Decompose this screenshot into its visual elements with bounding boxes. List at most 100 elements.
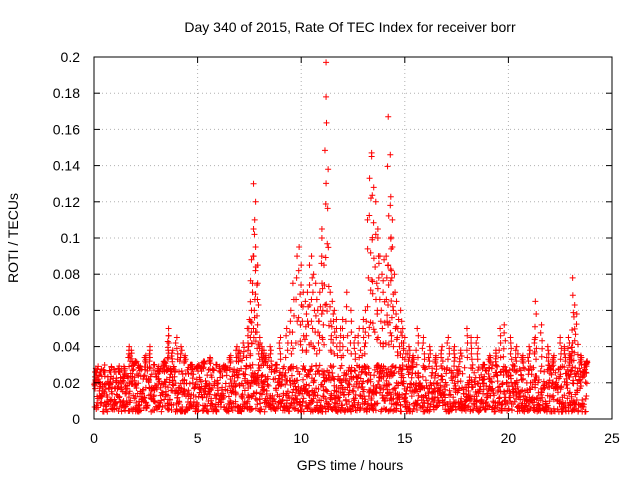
baseline-point [161,396,168,403]
roti-trail-point [289,329,296,336]
roti-trail-point [388,297,395,304]
baseline-point [337,365,344,372]
y-tick-label: 0.02 [53,375,80,391]
baseline-point [222,380,229,387]
roti-point [277,334,284,341]
roti-trail-point [564,345,571,352]
roti-trail-point [178,347,185,354]
roti-point [298,262,305,269]
baseline-point [437,384,444,391]
baseline-point [547,366,554,373]
roti-trail-point [574,351,581,358]
roti-trail-point [545,358,552,365]
baseline-point [364,401,371,408]
roti-point [366,175,373,182]
roti-trail-point [558,345,565,352]
roti-trail-point [421,356,428,363]
roti-trail-point [380,340,387,347]
roti-point [405,343,412,350]
roti-point [451,343,458,350]
roti-trail-point [571,325,578,332]
baseline-point [205,366,212,373]
baseline-point [372,407,379,414]
roti-trail-point [377,339,384,346]
baseline-point [307,366,314,373]
baseline-point [512,369,519,376]
roti-point [316,289,323,296]
baseline-point [98,393,105,400]
roti-trail-point [374,311,381,318]
baseline-point [122,386,129,393]
baseline-point [517,367,524,374]
roti-point [501,321,508,328]
roti-trail-point [468,345,475,352]
baseline-point [352,395,359,402]
baseline-point [144,402,151,409]
roti-trail-point [390,343,397,350]
roti-trail-point [142,359,149,366]
baseline-point [313,363,320,370]
baseline-point [391,385,398,392]
baseline-point [129,367,136,374]
baseline-point [537,368,544,375]
roti-trail-point [387,277,394,284]
roti-trail-point [351,345,358,352]
roti-trail-point [473,339,480,346]
roti-trail-point [393,311,400,318]
roti-trail-point [352,350,359,357]
baseline-point [264,375,271,382]
baseline-point [109,390,116,397]
roti-trail-point [318,311,325,318]
baseline-point [198,378,205,385]
x-axis-label: GPS time / hours [297,457,404,473]
roti-trail-point [545,350,552,357]
roti-trail-point [348,329,355,336]
roti-trail-point [320,321,327,328]
baseline-point [548,371,555,378]
baseline-point [573,396,580,403]
baseline-point [538,363,545,370]
baseline-point [126,388,133,395]
roti-trail-point [255,301,262,308]
roti-trail-point [324,205,331,212]
roti-point [252,244,259,251]
baseline-point [527,405,534,412]
roti-trail-point [388,314,395,321]
roti-trail-point [364,245,371,252]
baseline-point [166,396,173,403]
roti-trail-point [569,326,576,333]
baseline-point [550,396,557,403]
baseline-point [189,379,196,386]
baseline-point [583,380,590,387]
roti-trail-point [500,345,507,352]
roti-trail-point [537,329,544,336]
baseline-point [504,379,511,386]
baseline-point [146,376,153,383]
baseline-point [361,363,368,370]
baseline-point [517,396,524,403]
roti-point [383,253,390,260]
roti-trail-point [247,298,254,305]
baseline-point [391,370,398,377]
roti-trail-point [420,339,427,346]
roti-trail-point [570,309,577,316]
baseline-point [299,390,306,397]
roti-trail-point [146,347,153,354]
baseline-point [524,389,531,396]
baseline-point [494,363,501,370]
roti-trail-point [568,353,575,360]
baseline-point [265,382,272,389]
baseline-point [311,377,318,384]
baseline-point [568,367,575,374]
baseline-point [288,372,295,379]
roti-trail-point [243,354,250,361]
baseline-point [258,391,265,398]
roti-point [323,93,330,100]
baseline-point [514,383,521,390]
roti-trail-point [372,263,379,270]
baseline-point [537,397,544,404]
y-tick-label: 0.18 [53,85,80,101]
roti-trail-point [333,334,340,341]
baseline-point [452,406,459,413]
baseline-point [157,384,164,391]
